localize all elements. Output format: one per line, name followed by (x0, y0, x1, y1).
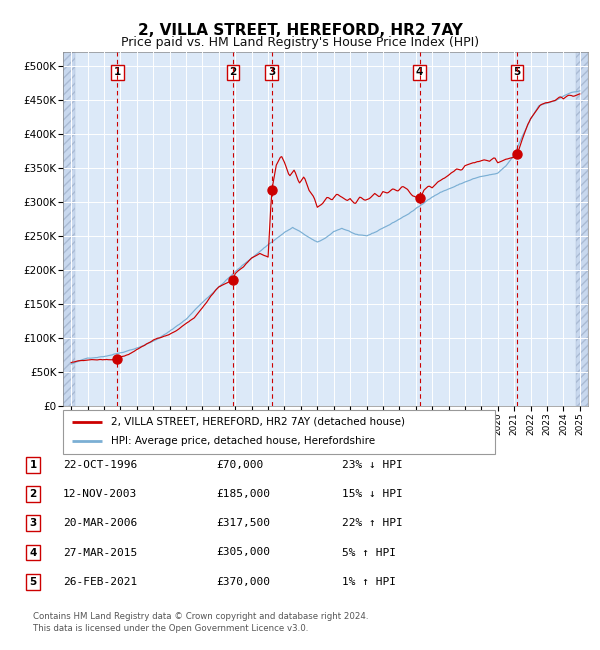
Text: 2: 2 (230, 68, 237, 77)
Text: 5: 5 (29, 577, 37, 587)
Text: 1: 1 (29, 460, 37, 470)
Text: 26-FEB-2021: 26-FEB-2021 (63, 577, 137, 587)
Text: £70,000: £70,000 (216, 460, 263, 470)
Text: 4: 4 (416, 68, 424, 77)
Text: Price paid vs. HM Land Registry's House Price Index (HPI): Price paid vs. HM Land Registry's House … (121, 36, 479, 49)
Bar (63, 52, 76, 406)
Text: 5: 5 (513, 68, 520, 77)
Text: 22-OCT-1996: 22-OCT-1996 (63, 460, 137, 470)
Text: 12-NOV-2003: 12-NOV-2003 (63, 489, 137, 499)
Text: 5% ↑ HPI: 5% ↑ HPI (342, 547, 396, 558)
Text: 22% ↑ HPI: 22% ↑ HPI (342, 518, 403, 528)
Text: HPI: Average price, detached house, Herefordshire: HPI: Average price, detached house, Here… (110, 436, 374, 447)
Text: 2: 2 (29, 489, 37, 499)
Text: 3: 3 (29, 518, 37, 528)
Text: 27-MAR-2015: 27-MAR-2015 (63, 547, 137, 558)
Text: 2, VILLA STREET, HEREFORD, HR2 7AY: 2, VILLA STREET, HEREFORD, HR2 7AY (137, 23, 463, 38)
Text: Contains HM Land Registry data © Crown copyright and database right 2024.
This d: Contains HM Land Registry data © Crown c… (33, 612, 368, 633)
Text: 1: 1 (113, 68, 121, 77)
Text: 3: 3 (268, 68, 275, 77)
Text: 2, VILLA STREET, HEREFORD, HR2 7AY (detached house): 2, VILLA STREET, HEREFORD, HR2 7AY (deta… (110, 417, 404, 427)
Text: £317,500: £317,500 (216, 518, 270, 528)
Bar (575, 52, 588, 406)
Text: £305,000: £305,000 (216, 547, 270, 558)
Bar (63, 52, 76, 406)
Bar (575, 52, 588, 406)
Text: 4: 4 (29, 547, 37, 558)
Text: 15% ↓ HPI: 15% ↓ HPI (342, 489, 403, 499)
Text: 23% ↓ HPI: 23% ↓ HPI (342, 460, 403, 470)
Text: £185,000: £185,000 (216, 489, 270, 499)
Text: 20-MAR-2006: 20-MAR-2006 (63, 518, 137, 528)
Text: £370,000: £370,000 (216, 577, 270, 587)
Text: 1% ↑ HPI: 1% ↑ HPI (342, 577, 396, 587)
